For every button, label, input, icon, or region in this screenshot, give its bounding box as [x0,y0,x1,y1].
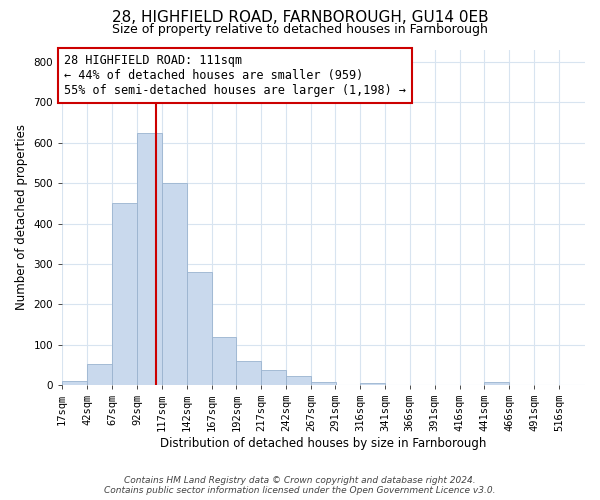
Text: Contains HM Land Registry data © Crown copyright and database right 2024.
Contai: Contains HM Land Registry data © Crown c… [104,476,496,495]
Bar [162,183,187,385]
Text: Size of property relative to detached houses in Farnborough: Size of property relative to detached ho… [112,22,488,36]
Y-axis label: Number of detached properties: Number of detached properties [15,124,28,310]
Bar [137,132,162,385]
Bar [62,381,87,385]
Bar [236,360,262,385]
Bar [112,204,137,385]
Bar [311,382,336,385]
Text: 28, HIGHFIELD ROAD, FARNBOROUGH, GU14 0EB: 28, HIGHFIELD ROAD, FARNBOROUGH, GU14 0E… [112,10,488,25]
Bar [187,272,212,385]
Bar [484,382,509,385]
Bar [87,364,112,385]
Bar [262,370,286,385]
Bar [212,338,236,385]
Text: 28 HIGHFIELD ROAD: 111sqm
← 44% of detached houses are smaller (959)
55% of semi: 28 HIGHFIELD ROAD: 111sqm ← 44% of detac… [64,54,406,97]
Bar [360,383,385,385]
Bar [286,376,311,385]
X-axis label: Distribution of detached houses by size in Farnborough: Distribution of detached houses by size … [160,437,487,450]
